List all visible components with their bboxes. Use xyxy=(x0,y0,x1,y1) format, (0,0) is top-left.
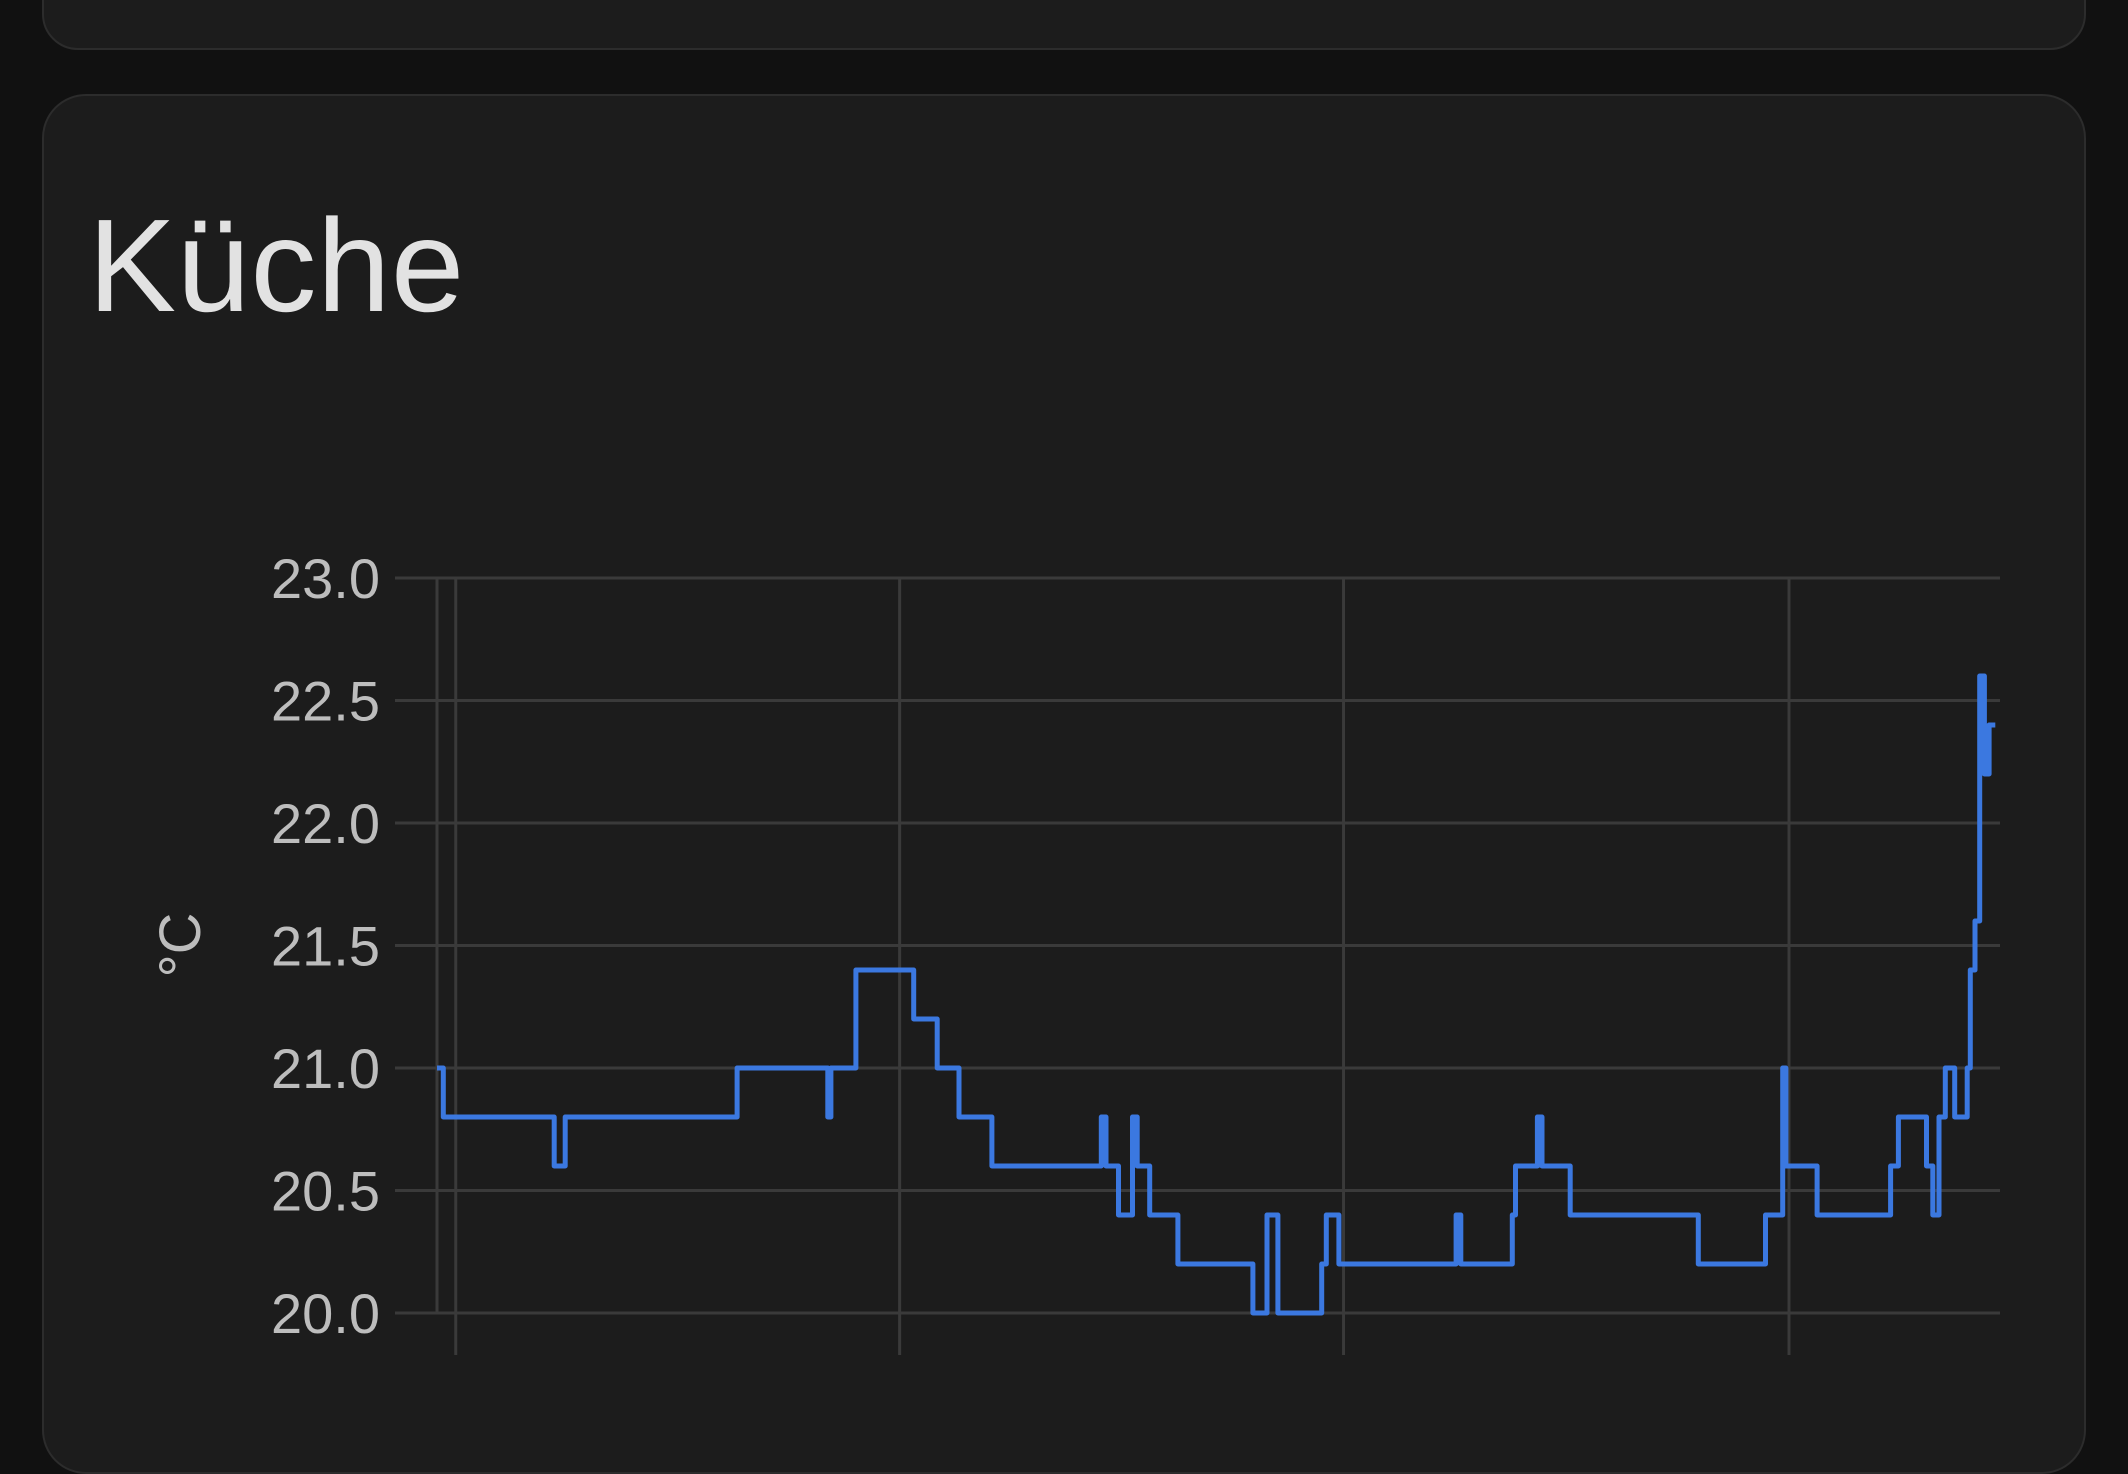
y-tick-label: 20.0 xyxy=(271,1282,380,1345)
series-line xyxy=(437,673,1996,1316)
kitchen-card[interactable] xyxy=(42,94,2086,1474)
y-tick-label: 22.0 xyxy=(271,792,380,855)
y-tick-label: 21.0 xyxy=(271,1037,380,1100)
y-tick-label: 23.0 xyxy=(271,547,380,610)
y-axis-title: °C xyxy=(148,912,213,977)
y-tick-label: 21.5 xyxy=(271,915,380,978)
y-tick-label: 20.5 xyxy=(271,1160,380,1223)
y-tick-label: 22.5 xyxy=(271,670,380,733)
x-gridlines xyxy=(435,578,1791,1355)
y-gridlines xyxy=(395,576,2000,1315)
previous-card xyxy=(42,0,2086,50)
series-group xyxy=(437,673,1996,1316)
card-title: Küche xyxy=(88,192,465,339)
temperature-chart[interactable]: 23.0 22.5 22.0 21.5 21.0 20.5 20.0 °C xyxy=(0,0,2128,1380)
y-tick-labels: 23.0 22.5 22.0 21.5 21.0 20.5 20.0 xyxy=(271,547,380,1345)
